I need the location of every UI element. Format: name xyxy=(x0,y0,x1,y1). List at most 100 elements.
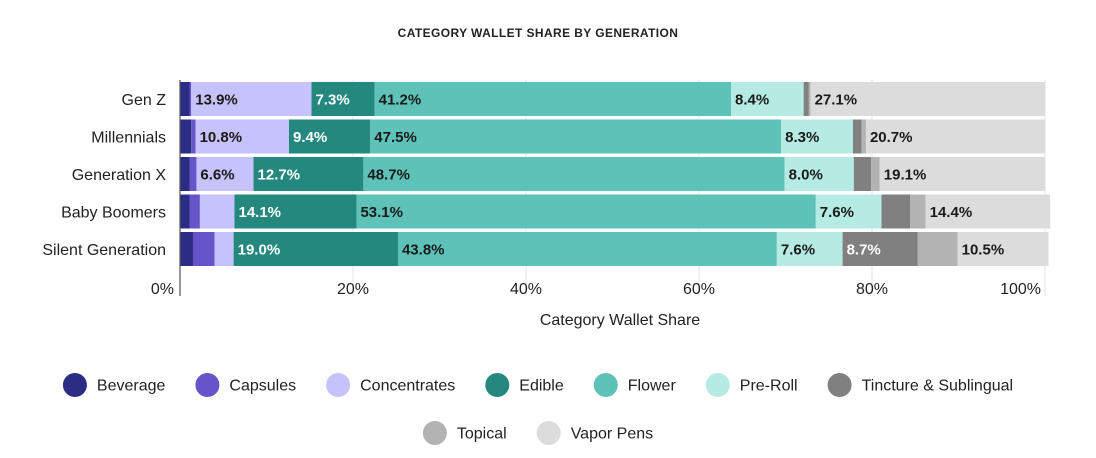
bar-segment-vapor-pens xyxy=(810,82,1045,116)
bar-segment-beverage xyxy=(180,82,190,116)
data-label: 43.8% xyxy=(402,242,445,259)
legend-item-vapor-pens: Vapor Pens xyxy=(536,421,653,445)
data-label: 19.1% xyxy=(884,167,927,184)
bar-segment-concentrates xyxy=(195,119,289,154)
category-label: Generation X xyxy=(72,167,167,184)
bar-segment-capsules xyxy=(192,232,215,266)
category-label: Millennials xyxy=(91,130,166,147)
bar-segment-topical xyxy=(808,82,811,116)
legend-swatch xyxy=(62,373,87,397)
data-label: 14.1% xyxy=(238,204,281,221)
bar-segment-pre-roll xyxy=(815,194,882,229)
x-tick-label: 100% xyxy=(1000,281,1041,298)
legend-swatch xyxy=(195,373,220,397)
x-tick-labels: 0% 20% 40% 60% 80% 100% xyxy=(151,281,1041,298)
legend-item-beverage: Beverage xyxy=(62,373,166,397)
bar-segment-flower xyxy=(363,157,785,191)
bar-segment-capsules xyxy=(189,157,197,191)
bar-segment-flower xyxy=(374,82,732,116)
x-axis-title: Category Wallet Share xyxy=(540,312,700,329)
bar-segment-edible xyxy=(234,194,357,229)
data-label: 8.3% xyxy=(785,129,819,146)
bars: 13.9% 7.3% 41.2% 8.4% 27.1% 10.8% 9.4% 47.5% 8.3… xyxy=(180,82,1051,266)
legend-swatch xyxy=(326,373,351,397)
legend-swatch xyxy=(827,373,852,397)
bar-segment-tincture-and-sublingual xyxy=(803,82,809,116)
bar-segment-vapor-pens xyxy=(957,232,1049,266)
bar-segment-edible xyxy=(233,232,398,266)
data-label: 8.4% xyxy=(735,92,769,109)
bar-segment-flower xyxy=(356,194,816,229)
bar-segment-tincture-and-sublingual xyxy=(852,119,862,154)
bar-segment-vapor-pens xyxy=(865,119,1045,154)
category-label: Baby Boomers xyxy=(61,205,166,222)
data-label: 27.1% xyxy=(815,92,858,109)
legend-item-pre-roll: Pre-Roll xyxy=(705,373,798,397)
data-label: 47.5% xyxy=(374,129,417,146)
legend-swatch xyxy=(705,373,730,397)
bar-segment-vapor-pens xyxy=(925,194,1051,229)
bar-segment-topical xyxy=(910,194,926,229)
data-label: 12.7% xyxy=(258,167,301,184)
bar-segment-capsules xyxy=(189,194,200,229)
bar-segment-topical xyxy=(871,157,880,191)
data-label: 7.3% xyxy=(315,92,349,109)
legend-item-capsules: Capsules xyxy=(195,373,296,397)
legend-label: Beverage xyxy=(97,378,166,395)
bar-segment-concentrates xyxy=(214,232,234,266)
bar-segment-concentrates xyxy=(196,157,254,191)
legend: Beverage Capsules Concentrates Edible Flower… xyxy=(62,373,1014,445)
x-tick-label: 60% xyxy=(683,281,715,298)
data-label: 14.4% xyxy=(930,204,973,221)
x-tick-label: 40% xyxy=(510,281,542,298)
x-tick-label: 20% xyxy=(337,281,369,298)
legend-item-concentrates: Concentrates xyxy=(326,373,455,397)
legend-item-tincture-and-sublingual: Tincture & Sublingual xyxy=(827,373,1014,397)
legend-label: Concentrates xyxy=(360,378,455,395)
bar-segment-tincture-and-sublingual xyxy=(853,157,872,191)
data-label: 20.7% xyxy=(870,129,913,146)
bar-segment-topical xyxy=(917,232,958,266)
data-label: 8.0% xyxy=(789,167,823,184)
category-label: Gen Z xyxy=(122,92,167,109)
bar-segment-vapor-pens xyxy=(879,157,1045,191)
data-label: 8.7% xyxy=(847,242,881,259)
category-label: Silent Generation xyxy=(42,242,166,259)
bar-segment-pre-roll xyxy=(776,232,843,266)
legend-item-edible: Edible xyxy=(485,373,564,397)
legend-item-flower: Flower xyxy=(593,373,676,397)
bar-segment-pre-roll xyxy=(731,82,804,116)
legend-label: Vapor Pens xyxy=(571,426,653,443)
data-label: 9.4% xyxy=(293,129,327,146)
bar-segment-capsules xyxy=(191,119,196,154)
x-tick-label: 0% xyxy=(151,281,174,298)
bar-segment-flower xyxy=(370,119,782,154)
bar-segment-beverage xyxy=(180,157,190,191)
bar-segment-capsules xyxy=(189,82,192,116)
legend-swatch xyxy=(485,373,510,397)
bar-segment-edible xyxy=(288,119,371,154)
legend-swatch xyxy=(593,373,618,397)
data-label: 19.0% xyxy=(238,242,281,259)
bar-segment-beverage xyxy=(180,232,193,266)
bar-segment-pre-roll xyxy=(781,119,853,154)
legend-item-topical: Topical xyxy=(422,421,507,445)
data-label: 48.7% xyxy=(367,167,410,184)
bar-segment-topical xyxy=(861,119,866,154)
bar-segment-concentrates xyxy=(199,194,235,229)
legend-label: Tincture & Sublingual xyxy=(862,378,1014,395)
bar-segment-beverage xyxy=(180,119,192,154)
bar-segment-tincture-and-sublingual xyxy=(881,194,911,229)
data-label: 41.2% xyxy=(379,92,422,109)
bar-segment-tincture-and-sublingual xyxy=(842,232,918,266)
legend-swatch xyxy=(422,421,447,445)
legend-label: Edible xyxy=(519,378,564,395)
data-label: 7.6% xyxy=(820,204,854,221)
category-labels: Gen Z Millennials Generation X Baby Boomers… xyxy=(42,92,166,259)
bar-segment-pre-roll xyxy=(784,157,854,191)
data-label: 10.5% xyxy=(962,242,1005,259)
legend-label: Pre-Roll xyxy=(740,378,798,395)
bar-segment-flower xyxy=(397,232,777,266)
legend-label: Capsules xyxy=(229,378,296,395)
